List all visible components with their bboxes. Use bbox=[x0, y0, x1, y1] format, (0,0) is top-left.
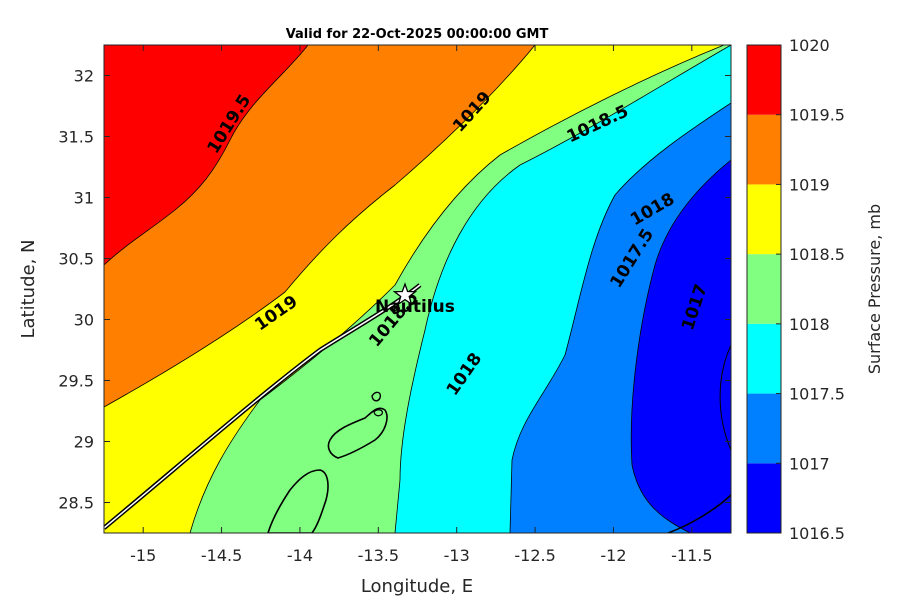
island-lanzarote bbox=[327, 407, 388, 459]
y-tick-label: 31 bbox=[74, 189, 94, 208]
island-graciosa bbox=[371, 391, 382, 402]
colorbar-segment bbox=[747, 323, 781, 394]
x-axis-label: Longitude, E bbox=[361, 576, 473, 597]
colorbar-segment bbox=[747, 45, 781, 115]
colorbar-tick-label: 1017 bbox=[789, 454, 830, 473]
colorbar-segment bbox=[747, 393, 781, 464]
island-islet bbox=[373, 409, 383, 417]
colorbar-tick-label: 1016.5 bbox=[789, 524, 845, 543]
colorbar: 1016.5 1017 1017.5 1018 1018.5 1019 1019.5 1020 bbox=[746, 36, 845, 543]
x-tick-label: -15 bbox=[130, 546, 156, 565]
y-tick-label: 29.5 bbox=[58, 372, 94, 391]
y-tick-label: 32 bbox=[74, 67, 94, 86]
x-tick-label: -12 bbox=[600, 546, 626, 565]
colorbar-tick-label: 1019 bbox=[789, 175, 830, 194]
colorbar-tick-label: 1019.5 bbox=[789, 106, 845, 125]
contour-field bbox=[104, 45, 731, 533]
site-label: Nautilus bbox=[375, 297, 455, 317]
x-tick-label: -14.5 bbox=[201, 546, 242, 565]
island-fuerteventura bbox=[267, 469, 329, 533]
x-tick-label: -11.5 bbox=[671, 546, 712, 565]
y-axis-label: Latitude, N bbox=[18, 240, 39, 339]
y-axis-ticks: 28.5 29 29.5 30 30.5 31 31.5 32 bbox=[58, 67, 731, 513]
plot-frame bbox=[103, 44, 732, 534]
x-tick-label: -12.5 bbox=[514, 546, 555, 565]
y-tick-label: 30 bbox=[74, 311, 94, 330]
site-marker: Nautilus bbox=[375, 282, 455, 317]
colorbar-segment bbox=[747, 254, 781, 324]
x-tick-label: -13.5 bbox=[358, 546, 399, 565]
y-tick-label: 28.5 bbox=[58, 494, 94, 513]
colorbar-title: Surface Pressure, mb bbox=[865, 204, 884, 374]
y-tick-label: 29 bbox=[74, 433, 94, 452]
coast-right-edge bbox=[719, 344, 731, 451]
colorbar-tick-label: 1018.5 bbox=[789, 245, 845, 264]
y-tick-label: 30.5 bbox=[58, 250, 94, 269]
colorbar-segment bbox=[747, 114, 781, 185]
y-tick-label: 31.5 bbox=[58, 128, 94, 147]
colorbar-tick-label: 1018 bbox=[789, 315, 830, 334]
island-africa-coast bbox=[667, 494, 731, 533]
chart-title: Valid for 22-Oct-2025 00:00:00 GMT bbox=[286, 27, 549, 42]
colorbar-frame bbox=[746, 44, 782, 534]
x-tick-label: -13 bbox=[444, 546, 470, 565]
star-icon bbox=[392, 282, 418, 306]
band-1019.5-1020 bbox=[104, 45, 309, 266]
coastline-highlight bbox=[104, 284, 421, 529]
colorbar-tick-label: 1020 bbox=[789, 36, 830, 55]
x-tick-label: -14 bbox=[287, 546, 313, 565]
colorbar-segment bbox=[747, 463, 781, 533]
colorbar-tick-label: 1017.5 bbox=[789, 385, 845, 404]
x-axis-ticks: -15 -14.5 -14 -13.5 -13 -12.5 -12 -11.5 bbox=[130, 45, 713, 565]
colorbar-segment bbox=[747, 184, 781, 255]
